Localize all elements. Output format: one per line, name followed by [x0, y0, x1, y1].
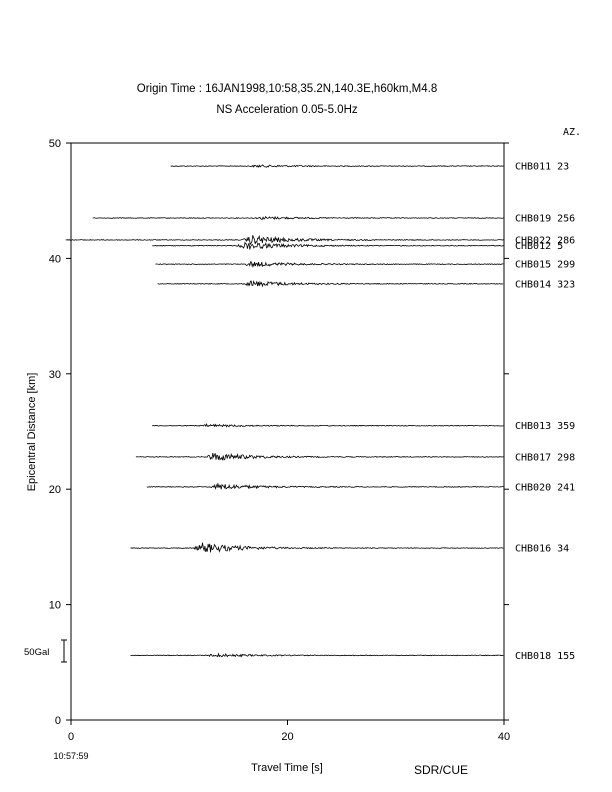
- azimuth-header: AZ.: [563, 127, 581, 138]
- waveform-trace-chb019: [92, 215, 504, 220]
- station-label-chb013: CHB013 359: [515, 421, 575, 432]
- waveform-trace-chb016: [130, 542, 504, 553]
- waveform-trace-chb014: [157, 280, 504, 288]
- waveform-trace-chb013: [152, 422, 504, 428]
- x-tick-label: 40: [498, 731, 510, 743]
- waveform-trace-chb018: [130, 652, 504, 658]
- station-label-chb015: CHB015 299: [515, 260, 575, 271]
- station-label-chb020: CHB020 241: [515, 482, 575, 493]
- x-axis-ticks: 0 20 40: [68, 720, 510, 743]
- y-axis-ticks: 0 10 20 30 40 50: [49, 138, 509, 727]
- amplitude-scale-bar: [61, 639, 67, 663]
- y-tick-label: 50: [49, 138, 61, 150]
- y-tick-label: 40: [49, 253, 61, 265]
- waveform-trace-chb011: [170, 164, 504, 168]
- x-tick-label: 20: [281, 731, 293, 743]
- y-tick-label: 0: [55, 715, 61, 727]
- waveform-trace-chb022: [65, 234, 505, 246]
- x-axis-label: Travel Time [s]: [251, 762, 323, 774]
- y-tick-label: 10: [49, 600, 61, 612]
- start-time-label: 10:57:59: [53, 751, 88, 761]
- chart-title: Origin Time : 16JAN1998,10:58,35.2N,140.…: [137, 83, 437, 95]
- station-label-chb016: CHB016 34: [515, 544, 569, 555]
- y-tick-label: 20: [49, 484, 61, 496]
- station-label-chb014: CHB014 323: [515, 279, 575, 290]
- amplitude-scale-label: 50Gal: [24, 647, 49, 658]
- station-label-chb018: CHB018 155: [515, 651, 575, 662]
- waveform-trace-chb012: [152, 241, 504, 250]
- credit-label: SDR/CUE: [414, 763, 468, 777]
- x-tick-label: 0: [68, 731, 74, 743]
- waveform-trace-chb020: [146, 482, 504, 490]
- waveform-trace-chb015: [155, 261, 504, 268]
- y-tick-label: 30: [49, 369, 61, 381]
- station-label-chb019: CHB019 256: [515, 214, 575, 225]
- chart-subtitle: NS Acceleration 0.05-5.0Hz: [216, 104, 358, 116]
- station-label-chb012: CHB012 5: [515, 241, 563, 252]
- y-axis-label: Epicentral Distance [km]: [26, 373, 38, 492]
- plot-frame: [70, 142, 505, 721]
- station-label-chb011: CHB011 23: [515, 162, 569, 173]
- station-label-chb017: CHB017 298: [515, 452, 575, 463]
- station-label-chb022: CHB022 286: [515, 235, 575, 246]
- waveform-traces: [65, 164, 505, 658]
- waveform-trace-chb017: [135, 452, 505, 461]
